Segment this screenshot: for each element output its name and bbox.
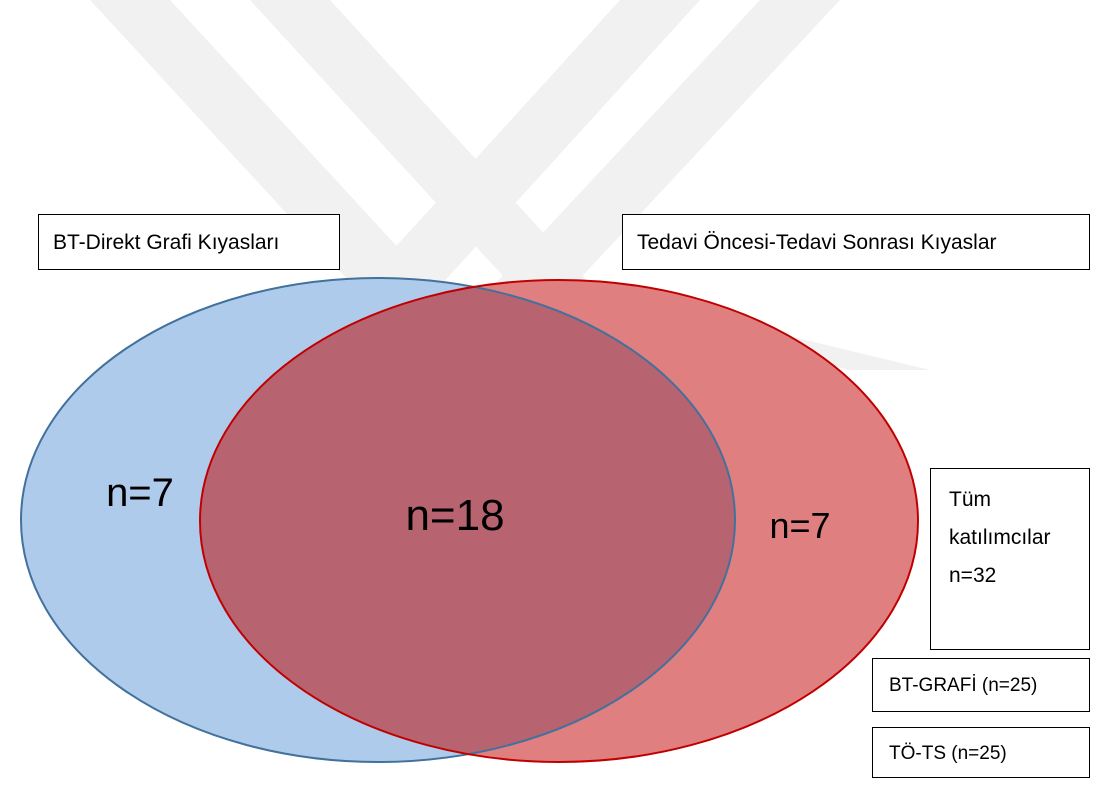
- intersection: [200, 280, 735, 762]
- legend-item: TÖ-TS (n=25): [872, 727, 1090, 778]
- region-label: n=7: [106, 471, 174, 515]
- left-outline: [20, 277, 736, 763]
- legend-item: BT-GRAFİ (n=25): [872, 658, 1090, 712]
- total-line: Tüm: [949, 488, 991, 511]
- set-label: Tedavi Öncesi-Tedavi Sonrası Kıyaslar: [622, 214, 1090, 270]
- total-line: n=32: [949, 564, 997, 587]
- total-line: katılımcılar: [949, 526, 1051, 549]
- region-label: n=18: [405, 491, 504, 540]
- right-outline: [199, 279, 919, 763]
- set-label: BT-Direkt Grafi Kıyasları: [38, 214, 340, 270]
- total-box: Tüm katılımcılar n=32: [930, 468, 1090, 650]
- region-label: n=7: [769, 505, 830, 546]
